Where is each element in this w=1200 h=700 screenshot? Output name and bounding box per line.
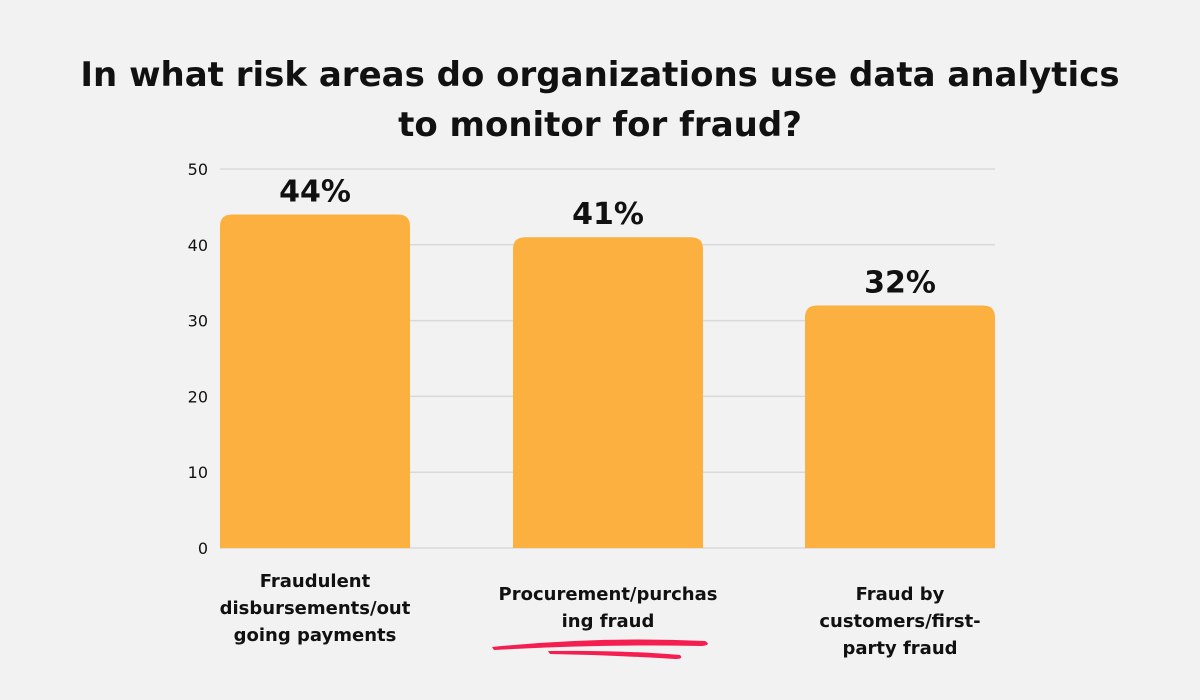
- data-label: 44%: [279, 174, 351, 209]
- data-label: 32%: [864, 265, 936, 300]
- underline-stroke: [548, 650, 682, 659]
- y-tick-label: 30: [188, 312, 208, 331]
- underline-stroke: [492, 639, 708, 650]
- category-label-1: Procurement/purchas ing fraud: [478, 581, 738, 635]
- bar: [805, 305, 995, 548]
- bar: [513, 237, 703, 548]
- bar: [220, 214, 410, 549]
- y-tick-label: 40: [188, 236, 208, 255]
- category-label-line: customers/first-: [819, 611, 981, 632]
- category-label-line: going payments: [233, 625, 397, 646]
- y-tick-label: 20: [188, 387, 208, 406]
- title-line-1: In what risk areas do organizations use …: [80, 55, 1120, 95]
- data-label: 41%: [572, 197, 644, 232]
- title-line-2: to monitor for fraud?: [398, 105, 802, 145]
- category-label-line: Procurement/purchas: [498, 584, 718, 605]
- category-label-line: Fraudulent: [259, 571, 371, 592]
- category-label-0: Fraudulent disbursements/out going payme…: [185, 568, 445, 649]
- chart-title: In what risk areas do organizations use …: [0, 50, 1200, 150]
- category-label-2: Fraud by customers/first- party fraud: [770, 581, 1030, 662]
- category-label-line: disbursements/out: [219, 598, 411, 619]
- category-label-line: ing fraud: [561, 611, 655, 632]
- category-label-line: Fraud by: [855, 584, 945, 605]
- y-tick-label: 0: [198, 539, 208, 558]
- y-tick-label: 10: [188, 463, 208, 482]
- category-label-line: party fraud: [842, 638, 958, 659]
- y-tick-label: 50: [188, 160, 208, 179]
